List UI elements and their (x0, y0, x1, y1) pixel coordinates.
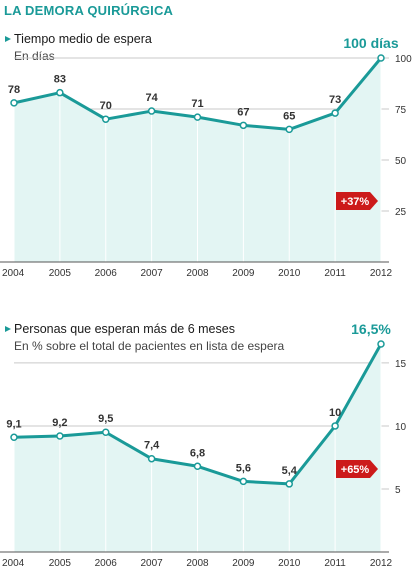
x-tick-label: 2011 (324, 558, 346, 569)
data-label: 74 (146, 92, 159, 104)
data-label: 70 (100, 100, 112, 112)
data-label: 65 (283, 110, 295, 122)
data-point (331, 422, 339, 430)
data-point (147, 107, 156, 115)
x-tick-label: 2010 (278, 558, 301, 569)
title-marker-icon (5, 326, 11, 332)
x-tick-label: 2005 (49, 558, 72, 569)
growth-badge (336, 460, 378, 478)
title-marker-icon (5, 36, 11, 42)
data-label: 73 (329, 94, 341, 106)
chart-subtitle: En % sobre el total de pacientes en list… (14, 339, 284, 353)
x-tick-label: 2004 (2, 268, 25, 279)
y-tick-label: 100 (395, 54, 412, 65)
x-tick-label: 2008 (186, 558, 209, 569)
chart-waiting-over-6-months: Personas que esperan más de 6 meses En % … (0, 321, 407, 569)
chart-title: Personas que esperan más de 6 meses (14, 322, 235, 336)
data-label: 71 (191, 98, 203, 110)
data-label: 9,5 (98, 413, 113, 425)
x-tick-label: 2008 (186, 268, 209, 279)
data-point (56, 432, 64, 440)
data-point (193, 113, 202, 121)
data-label: 83 (54, 74, 66, 86)
data-point (377, 340, 385, 348)
y-tick-label: 50 (395, 156, 407, 167)
data-point (147, 454, 156, 463)
data-label: 6,8 (190, 447, 205, 459)
chart-subtitle: En días (14, 49, 55, 63)
data-label: 9,2 (52, 417, 67, 429)
data-point (285, 125, 293, 134)
data-point (56, 88, 64, 97)
data-point (10, 99, 18, 107)
y-tick-label: 5 (395, 485, 401, 496)
data-label: 5,4 (282, 465, 298, 477)
x-tick-label: 2006 (95, 268, 118, 279)
data-point (10, 433, 18, 442)
x-tick-label: 2006 (95, 558, 118, 569)
main-title: LA DEMORA QUIRÚRGICA (4, 3, 174, 18)
y-tick-label: 75 (395, 105, 407, 116)
data-point (102, 115, 110, 123)
data-label: 7,4 (144, 440, 160, 452)
data-point (193, 462, 202, 471)
x-tick-label: 2012 (370, 268, 393, 279)
growth-badge-label: +37% (341, 196, 370, 208)
x-tick-label: 2009 (232, 558, 255, 569)
x-tick-label: 2010 (278, 268, 301, 279)
chart-waiting-time: Tiempo medio de espera En días 25 50 75 100 78… (0, 32, 412, 279)
x-tick-label: 2011 (324, 268, 346, 279)
growth-badge (336, 192, 378, 210)
x-tick-label: 2007 (141, 558, 164, 569)
data-point (102, 428, 110, 436)
data-label: 78 (8, 84, 20, 96)
chart-title: Tiempo medio de espera (14, 32, 152, 46)
data-label: 100 días (343, 35, 398, 51)
data-point (377, 54, 385, 62)
y-tick-label: 10 (395, 422, 407, 433)
x-tick-label: 2012 (370, 558, 393, 569)
data-label: 5,6 (236, 462, 251, 474)
x-tick-label: 2004 (2, 558, 25, 569)
x-tick-label: 2005 (49, 268, 72, 279)
data-point (239, 477, 248, 486)
x-tick-label: 2007 (141, 268, 164, 279)
data-label: 16,5% (351, 321, 391, 337)
data-label: 67 (237, 106, 249, 118)
data-label: 9,1 (6, 418, 21, 430)
data-point (239, 121, 248, 130)
data-label: 10 (329, 407, 341, 419)
data-point (331, 109, 339, 117)
x-tick-label: 2009 (232, 268, 255, 279)
data-point (285, 480, 293, 488)
y-tick-label: 25 (395, 207, 407, 218)
y-tick-label: 15 (395, 359, 407, 370)
growth-badge-label: +65% (341, 464, 370, 476)
